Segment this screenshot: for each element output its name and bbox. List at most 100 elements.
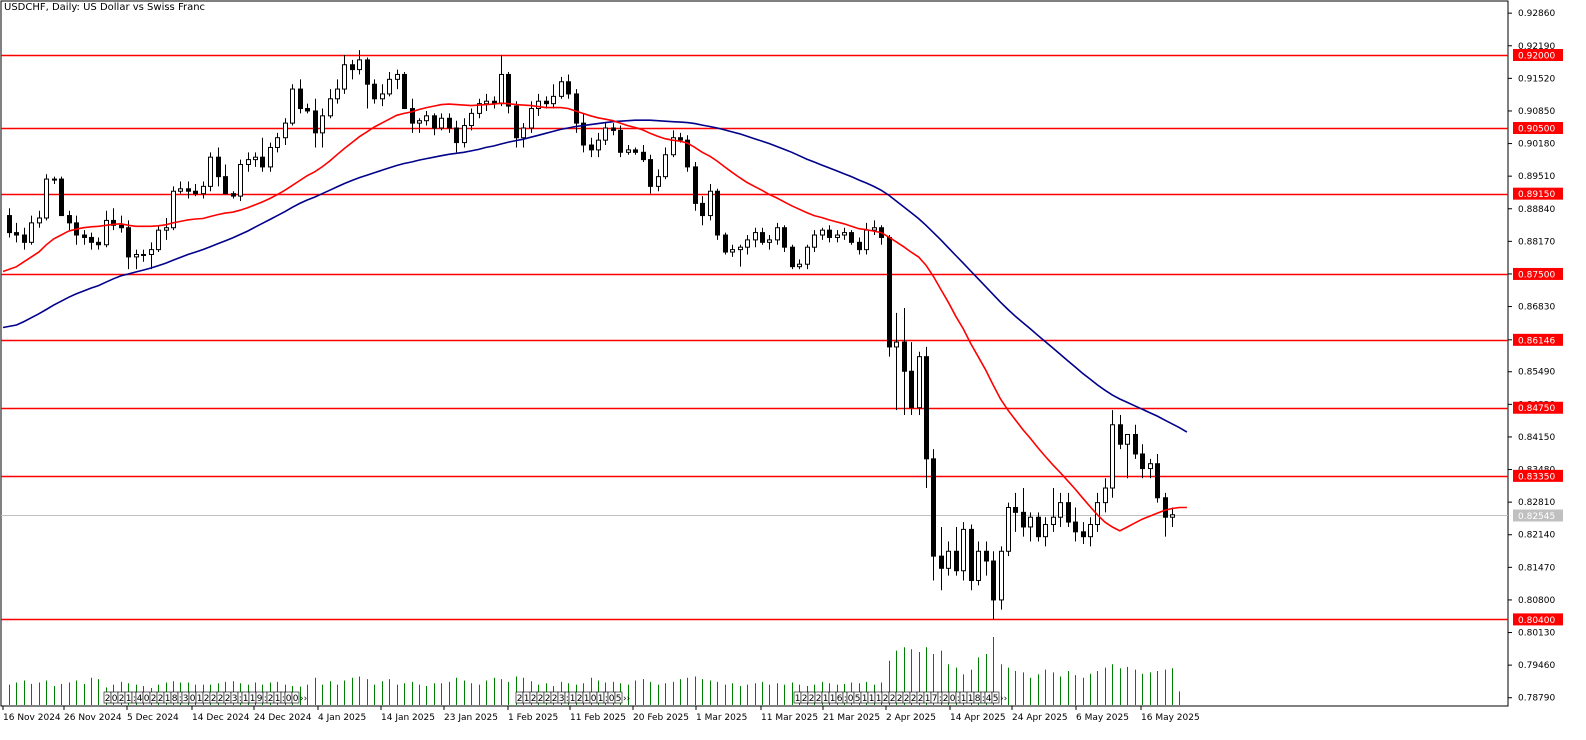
- volume-tag: :: [957, 694, 960, 704]
- candle: [700, 196, 705, 226]
- volume-tag: 2: [943, 694, 949, 704]
- candle-body: [559, 81, 564, 97]
- y-tick-label: 0.89510: [1518, 172, 1555, 182]
- candle-body: [946, 550, 951, 569]
- candle: [246, 152, 251, 172]
- volume-tag: 1: [165, 694, 171, 704]
- candle-body: [961, 528, 966, 572]
- candle: [671, 130, 676, 158]
- candle: [1006, 502, 1011, 557]
- candle: [283, 118, 288, 146]
- candle: [454, 120, 459, 153]
- volume-tag: 0: [293, 694, 299, 704]
- candle: [372, 79, 377, 104]
- candle: [931, 449, 936, 581]
- volume-tag-arrows: ››: [300, 694, 307, 704]
- candle-body: [119, 224, 124, 229]
- candle-body: [126, 227, 131, 258]
- candle-body: [790, 246, 795, 268]
- candle-body: [909, 370, 914, 409]
- volume-tag-box: [991, 691, 1000, 704]
- level-label-bg: [1513, 49, 1563, 62]
- candle-body: [700, 202, 705, 217]
- volume-tag: 2: [218, 694, 224, 704]
- candle: [186, 181, 191, 199]
- candle-body: [104, 219, 109, 246]
- y-tick-label: 0.85490: [1518, 368, 1555, 378]
- candle-body: [1051, 516, 1056, 526]
- volume-tag: 1: [862, 694, 868, 704]
- volume-tag: 2: [151, 694, 157, 704]
- candle-body: [1058, 502, 1063, 518]
- y-tick-label: 0.92190: [1518, 42, 1555, 52]
- volume-tag: 2: [904, 694, 910, 704]
- candle-body: [253, 156, 258, 161]
- candle-body: [208, 156, 213, 187]
- x-tick-label: 5 Dec 2024: [127, 713, 179, 723]
- volume-tag: 7: [932, 694, 938, 704]
- volume-tag: 2: [538, 694, 544, 704]
- volume-tag: :: [844, 694, 847, 704]
- candle-body: [223, 176, 228, 195]
- candle: [365, 57, 370, 109]
- volume-tag: 0: [950, 694, 956, 704]
- candle: [566, 74, 571, 99]
- candle: [1021, 488, 1026, 537]
- candle: [342, 55, 347, 94]
- x-tick-label: 11 Feb 2025: [570, 713, 626, 723]
- candle: [275, 132, 280, 153]
- candle: [917, 351, 922, 416]
- volume-tag: 0: [286, 694, 292, 704]
- volume-tag: 1: [250, 694, 256, 704]
- candle: [268, 142, 273, 172]
- candle-body: [917, 356, 922, 409]
- volume-tag: 2: [816, 694, 822, 704]
- candle: [134, 249, 139, 270]
- candle-body: [477, 103, 482, 114]
- volume-tag: 2: [268, 694, 274, 704]
- volume-tag: 2: [890, 694, 896, 704]
- volume-tag-arrows: ››: [1000, 694, 1007, 704]
- candle-body: [365, 59, 370, 85]
- level-label: 0.86146: [1518, 336, 1555, 346]
- candle: [253, 152, 258, 167]
- candle-body: [842, 232, 847, 236]
- volume-tag: 2: [545, 694, 551, 704]
- candle: [1110, 410, 1115, 498]
- time-axis: 16 Nov 2024 26 Nov 2024 5 Dec 2024 14 Dec 2…: [2, 706, 1200, 723]
- candle: [685, 135, 690, 172]
- candle-body: [447, 117, 452, 129]
- candle-body: [149, 249, 154, 255]
- candle-body: [305, 108, 310, 112]
- volume-tag: 2: [225, 694, 231, 704]
- candle-body: [931, 458, 936, 557]
- volume-tag: 8: [172, 694, 178, 704]
- volume-tag: 0: [144, 694, 150, 704]
- candle-body: [320, 115, 325, 134]
- candle: [1103, 478, 1108, 513]
- candle-body: [67, 215, 72, 224]
- candle: [842, 227, 847, 240]
- volume-tag: 1: [126, 694, 132, 704]
- candle-body: [268, 146, 273, 168]
- candle-body: [924, 356, 929, 460]
- candle-body: [1081, 531, 1086, 538]
- candle-body: [603, 127, 608, 141]
- volume-tag: 0: [190, 694, 196, 704]
- candle-body: [581, 122, 586, 146]
- candle-body: [260, 156, 265, 168]
- candle: [1058, 492, 1063, 527]
- volume-tag: 1: [584, 694, 590, 704]
- candle-body: [1125, 434, 1130, 445]
- y-tick-label: 0.88170: [1518, 237, 1555, 247]
- candle: [857, 237, 862, 255]
- candle: [238, 159, 243, 201]
- candle-body: [283, 122, 288, 139]
- volume-tag-box: [291, 691, 300, 704]
- candle: [984, 541, 989, 576]
- candle: [223, 164, 228, 195]
- volume-tag: :: [133, 694, 136, 704]
- candle: [745, 235, 750, 255]
